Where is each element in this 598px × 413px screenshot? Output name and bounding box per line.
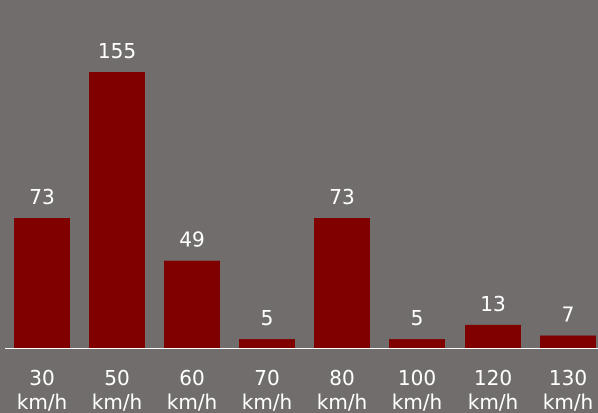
x-tick-label-line: km/h bbox=[242, 390, 292, 413]
x-tick-label-line: 130 bbox=[549, 366, 587, 390]
x-tick-label-line: km/h bbox=[317, 390, 367, 413]
bar-70-km-h bbox=[239, 339, 295, 348]
x-tick-label-line: km/h bbox=[468, 390, 518, 413]
x-tick-label: 100 km/h bbox=[392, 366, 442, 413]
bars-layer bbox=[14, 72, 596, 348]
x-tick-label: 30 km/h bbox=[17, 366, 67, 413]
x-tick-label-line: 50 bbox=[104, 366, 129, 390]
bar-100-km-h bbox=[389, 339, 445, 348]
x-tick-label-line: 30 bbox=[29, 366, 54, 390]
x-tick-label-line: 70 bbox=[254, 366, 279, 390]
x-tick-label-line: 60 bbox=[179, 366, 204, 390]
data-label: 49 bbox=[179, 228, 204, 252]
data-label: 7 bbox=[562, 303, 575, 327]
x-tick-label-line: 80 bbox=[329, 366, 354, 390]
data-label: 5 bbox=[261, 306, 274, 330]
bar-80-km-h bbox=[314, 218, 370, 348]
x-tick-label-line: km/h bbox=[167, 390, 217, 413]
x-tick-label-line: km/h bbox=[92, 390, 142, 413]
data-label: 73 bbox=[329, 185, 354, 209]
x-tick-label: 60 km/h bbox=[167, 366, 217, 413]
x-tick-label: 120 km/h bbox=[468, 366, 518, 413]
x-tick-label-line: 120 bbox=[474, 366, 512, 390]
x-tick-label: 50 km/h bbox=[92, 366, 142, 413]
x-tick-label: 80 km/h bbox=[317, 366, 367, 413]
bar-50-km-h bbox=[89, 72, 145, 348]
bar-120-km-h bbox=[465, 324, 521, 348]
x-tick-label-line: km/h bbox=[392, 390, 442, 413]
x-tick-label-line: 100 bbox=[398, 366, 436, 390]
data-label: 5 bbox=[411, 306, 424, 330]
value-labels-layer: 73 155 49 5 73 5 13 7 bbox=[29, 39, 574, 330]
x-tick-label: 130 km/h bbox=[543, 366, 593, 413]
x-tick-label-line: km/h bbox=[17, 390, 67, 413]
x-tick-label-line: km/h bbox=[543, 390, 593, 413]
x-tick-label: 70 km/h bbox=[242, 366, 292, 413]
bar-30-km-h bbox=[14, 218, 70, 348]
bar-60-km-h bbox=[164, 260, 220, 348]
data-label: 13 bbox=[480, 292, 505, 316]
data-label: 155 bbox=[98, 39, 136, 63]
data-label: 73 bbox=[29, 185, 54, 209]
bar-130-km-h bbox=[540, 335, 596, 348]
